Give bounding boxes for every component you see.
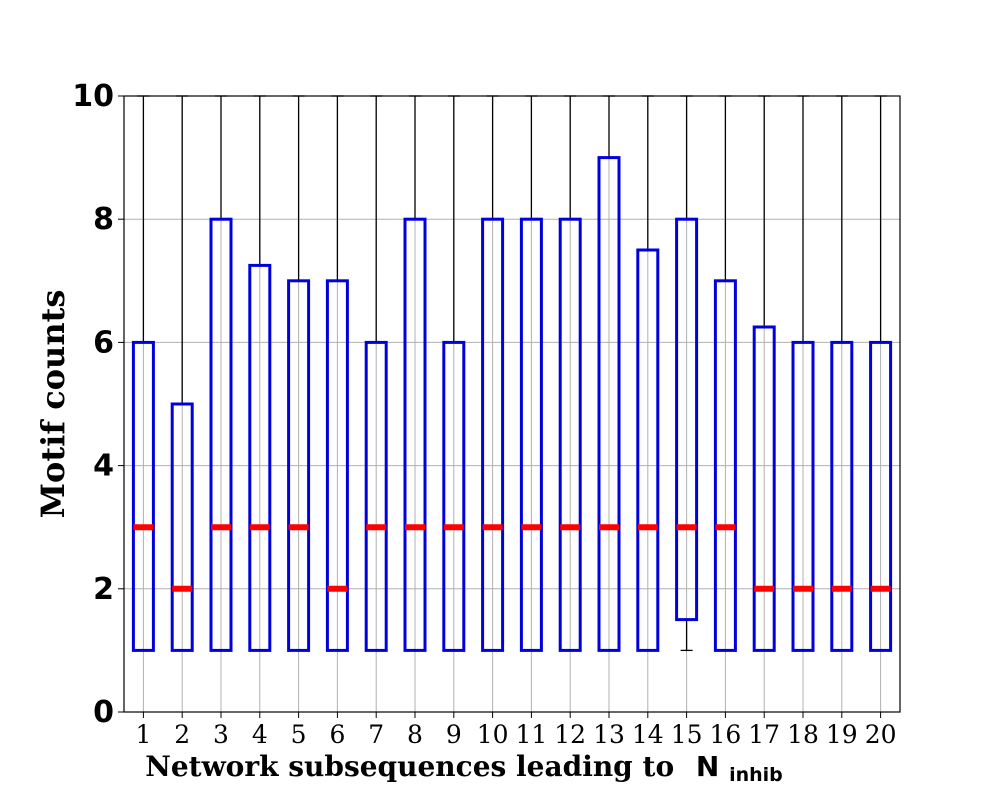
x-axis-label-symbol: N: [696, 750, 719, 783]
x-axis-label-subscript: inhib: [729, 764, 783, 786]
box: [636, 248, 660, 652]
box: [869, 340, 893, 652]
x-tick-label: 7: [368, 720, 384, 749]
box: [481, 217, 505, 652]
x-tick-label: 5: [291, 720, 307, 749]
x-tick-label: 11: [515, 720, 547, 749]
y-axis-ticks: 0 2 4 6 8 10: [72, 79, 124, 730]
box: [364, 340, 388, 652]
box: [248, 263, 272, 652]
box: [713, 279, 737, 652]
box: [131, 340, 155, 652]
x-tick-label: 16: [709, 720, 741, 749]
box: [752, 325, 776, 652]
x-tick-label: 1: [135, 720, 151, 749]
x-axis-label: Network subsequences leading to N inhib: [145, 750, 783, 786]
x-tick-label: 14: [632, 720, 664, 749]
box: [597, 156, 621, 652]
x-tick-label: 12: [554, 720, 586, 749]
box: [558, 217, 582, 652]
box: [170, 402, 194, 652]
y-tick-label: 8: [93, 202, 114, 237]
box: [519, 217, 543, 652]
box: [403, 217, 427, 652]
x-tick-label: 10: [477, 720, 509, 749]
x-axis-ticks: 1 2 3 4 5 6 7 8 9 10 11 12 13 14 15 16 17 18 19 20: [135, 712, 897, 749]
y-tick-label: 10: [72, 79, 114, 114]
x-tick-label: 2: [174, 720, 190, 749]
x-tick-label: 9: [446, 720, 462, 749]
box: [287, 279, 311, 652]
box: [325, 279, 349, 652]
box: [209, 217, 233, 652]
x-tick-label: 17: [748, 720, 780, 749]
y-tick-label: 0: [93, 695, 114, 730]
x-tick-label: 19: [826, 720, 858, 749]
grid: [124, 95, 900, 713]
x-tick-label: 13: [593, 720, 625, 749]
x-tick-label: 3: [213, 720, 229, 749]
x-tick-label: 6: [329, 720, 345, 749]
x-tick-label: 15: [671, 720, 703, 749]
y-tick-label: 2: [93, 572, 114, 607]
box: [791, 340, 815, 652]
x-tick-label: 20: [865, 720, 897, 749]
x-tick-label: 18: [787, 720, 819, 749]
y-axis-label: Motif counts: [34, 290, 72, 519]
x-tick-label: 4: [252, 720, 268, 749]
x-axis-label-main: Network subsequences leading to: [145, 750, 674, 783]
y-tick-label: 6: [93, 325, 114, 360]
boxes: [131, 95, 893, 652]
y-tick-label: 4: [93, 449, 114, 484]
box: [830, 340, 854, 652]
box: [442, 340, 466, 652]
box: [675, 217, 699, 622]
plot-area-frame: [123, 95, 901, 713]
x-tick-label: 8: [407, 720, 423, 749]
